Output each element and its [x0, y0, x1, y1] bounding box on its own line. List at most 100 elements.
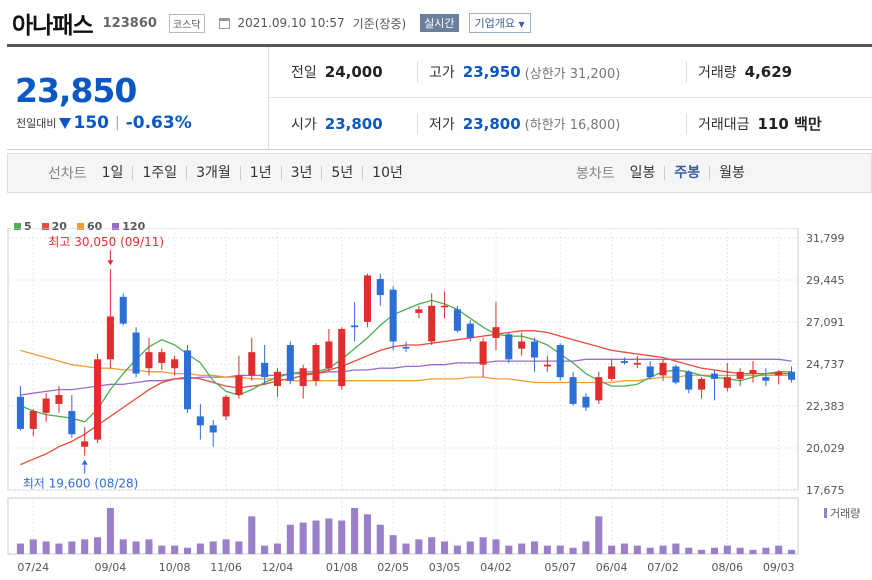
volume-bar: [569, 547, 577, 554]
volume-bar: [222, 539, 230, 554]
volume-bar: [248, 516, 256, 554]
legend-ma5: 5: [14, 220, 32, 233]
volume-bar: [672, 543, 680, 554]
stock-code: 123860: [102, 15, 157, 31]
volume-bar: [710, 547, 718, 554]
candle-body: [16, 396, 24, 429]
chart-tab-bar: 선차트 1일 1주일 3개월 1년 3년 5년 10년 봉차트 일봉 주봉 월봉: [7, 153, 872, 193]
realtime-button[interactable]: 실시간: [420, 14, 459, 32]
tab-3month[interactable]: 3개월: [186, 166, 240, 180]
candle-body: [595, 377, 603, 401]
volume-bar: [505, 545, 513, 554]
volume-bar: [659, 545, 667, 554]
volume-bar: [325, 518, 333, 554]
volume-bar: [376, 524, 384, 554]
volume-bar: [633, 545, 641, 554]
tab-3year[interactable]: 3년: [280, 166, 322, 180]
volume-bar: [119, 539, 127, 554]
volume-bar: [556, 545, 564, 554]
volume-value: 4,629: [744, 63, 793, 81]
amount-value: 110 백만: [757, 115, 822, 133]
volume-bar: [608, 545, 616, 554]
y-tick-label: 31,799: [806, 232, 845, 245]
x-tick-label: 05/07: [544, 561, 576, 574]
tab-1year[interactable]: 1년: [239, 166, 281, 180]
candle-body: [672, 366, 680, 383]
volume-bar: [55, 543, 63, 554]
high-value: 23,950: [462, 63, 521, 81]
volume-bar: [595, 516, 603, 554]
x-tick-label: 04/02: [480, 561, 512, 574]
tab-monthly[interactable]: 월봉: [709, 166, 754, 180]
tab-10year[interactable]: 10년: [362, 166, 412, 180]
candle-body: [145, 352, 153, 369]
volume-bar: [209, 541, 217, 554]
price-change-row: 전일대비 150 | -0.63%: [16, 113, 192, 133]
tab-weekly[interactable]: 주봉: [664, 166, 709, 180]
stock-name: 아나패스: [12, 13, 94, 39]
change-label: 전일대비: [16, 117, 57, 130]
quote-row-2: 시가 23,800 저가 23,800 (하한가 16,800) 거래대금 11…: [269, 98, 872, 149]
price-plot-frame: [7, 228, 799, 491]
tab-1day[interactable]: 1일: [101, 165, 124, 181]
low-value: 23,800: [462, 114, 521, 133]
current-price: 23,850: [15, 71, 137, 110]
candle-body: [608, 366, 616, 379]
tab-5year[interactable]: 5년: [321, 166, 362, 180]
candle-body: [453, 309, 461, 331]
volume-bar: [338, 520, 346, 554]
legend-swatch: [112, 223, 120, 230]
candle-body: [518, 341, 526, 349]
tab-1week[interactable]: 1주일: [132, 166, 186, 180]
company-overview-button[interactable]: 기업개요 ▼: [468, 13, 531, 33]
prev-close-cell: 전일 24,000: [291, 61, 383, 83]
ma120-line: [20, 358, 792, 396]
volume-bar: [646, 547, 654, 554]
candlestick-chart[interactable]: 17,675 20,029 22,383 24,737 27,091 29,445 31,7…: [0, 228, 872, 580]
volume-bar: [736, 547, 744, 554]
candle-body: [209, 425, 217, 433]
x-tick-label: 09/03: [763, 561, 795, 574]
legend-swatch: [76, 223, 84, 230]
candle-body: [723, 377, 731, 388]
volume-bar: [16, 543, 24, 554]
y-tick-label: 22,383: [806, 400, 845, 413]
y-tick-label: 17,675: [806, 484, 845, 497]
volume-bar: [389, 535, 397, 554]
candle-body: [466, 323, 474, 338]
candle-body: [441, 305, 449, 308]
volume-bar: [685, 547, 693, 554]
candle-body: [222, 396, 230, 417]
x-tick-label: 08/06: [711, 561, 743, 574]
company-overview-label: 기업개요: [474, 17, 516, 30]
x-tick-label: 07/02: [647, 561, 679, 574]
chevron-down-icon: ▼: [518, 20, 525, 29]
candle-body: [749, 370, 757, 374]
candle-body: [94, 359, 102, 440]
candle-body: [106, 316, 114, 360]
candle-body: [710, 373, 718, 379]
change-value: 150: [73, 113, 109, 133]
y-tick-label: 24,737: [806, 358, 845, 371]
x-tick-label: 12/04: [262, 561, 294, 574]
legend-ma120: 120: [112, 220, 145, 233]
candle-body: [646, 366, 654, 378]
volume-bar: [775, 545, 783, 554]
volume-bar: [788, 549, 796, 554]
volume-bar: [29, 539, 37, 554]
volume-bar: [183, 547, 192, 554]
low-cell: 저가 23,800 (하한가 16,800): [417, 112, 620, 135]
min-annotation-arrowhead: [81, 459, 88, 465]
candle-body: [569, 377, 577, 404]
volume-bar: [273, 543, 282, 554]
volume-bar: [132, 541, 140, 554]
legend-ma60: 60: [76, 220, 102, 233]
volume-legend-swatch: [824, 508, 827, 518]
legend-label: 20: [51, 220, 67, 233]
volume-bar: [312, 520, 320, 554]
tab-daily[interactable]: 일봉: [629, 165, 656, 181]
volume-bar: [68, 541, 76, 554]
candle-body: [762, 377, 770, 381]
candle-body: [543, 364, 551, 367]
candle-body: [299, 368, 307, 387]
